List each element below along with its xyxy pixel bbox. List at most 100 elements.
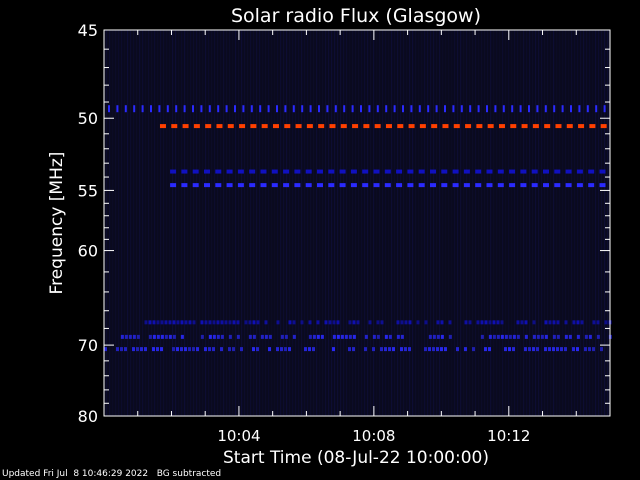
activity-patch xyxy=(544,334,548,339)
time-stripe xyxy=(499,30,501,416)
activity-patch xyxy=(548,320,552,325)
activity-patch xyxy=(432,334,436,339)
activity-patch xyxy=(352,334,356,339)
band-dash xyxy=(181,183,188,188)
activity-patch xyxy=(172,334,176,339)
time-stripe xyxy=(379,30,381,416)
activity-patch xyxy=(168,320,172,325)
activity-patch xyxy=(388,334,392,339)
time-stripe xyxy=(151,30,153,416)
time-stripe xyxy=(490,30,492,416)
time-stripe xyxy=(133,30,135,416)
activity-patch xyxy=(564,334,568,339)
time-stripe xyxy=(385,30,387,416)
time-stripe xyxy=(187,30,189,416)
time-stripe xyxy=(424,30,426,416)
activity-patch xyxy=(208,347,211,352)
band-dash xyxy=(497,169,504,174)
band-tick xyxy=(250,105,253,113)
activity-patch xyxy=(576,334,580,339)
band-tick xyxy=(284,105,287,113)
x-tick-label: 10:12 xyxy=(487,427,530,445)
band-dash xyxy=(497,183,504,188)
activity-patch xyxy=(572,320,576,325)
time-stripe xyxy=(130,30,132,416)
band-tick xyxy=(334,105,337,113)
activity-patch xyxy=(184,320,188,325)
time-stripe xyxy=(418,30,420,416)
band-dash xyxy=(565,169,572,174)
activity-patch xyxy=(352,320,356,325)
activity-patch xyxy=(244,320,248,325)
activity-patch xyxy=(212,347,215,352)
time-stripe xyxy=(592,30,594,416)
time-stripe xyxy=(169,30,171,416)
activity-patch xyxy=(120,347,123,352)
activity-patch xyxy=(392,347,395,352)
activity-patch xyxy=(436,334,440,339)
activity-patch xyxy=(400,334,404,339)
band-dash xyxy=(316,183,323,188)
time-stripe xyxy=(280,30,282,416)
band-dash xyxy=(542,183,549,188)
band-dash xyxy=(271,169,278,174)
band-tick xyxy=(469,105,472,113)
activity-patch xyxy=(220,320,224,325)
band-tick xyxy=(133,105,136,113)
band-dash xyxy=(215,183,222,188)
time-stripe xyxy=(526,30,528,416)
band-tick xyxy=(528,105,530,113)
time-stripe xyxy=(367,30,369,416)
band-dash xyxy=(408,124,415,129)
time-stripe xyxy=(571,30,573,416)
activity-patch xyxy=(312,347,315,352)
activity-patch xyxy=(180,320,184,325)
activity-patch xyxy=(512,347,515,352)
activity-patch xyxy=(396,320,400,325)
band-dash xyxy=(431,124,438,129)
band-dash xyxy=(284,124,291,129)
activity-patch xyxy=(288,347,291,352)
activity-patch xyxy=(396,334,400,339)
time-stripe xyxy=(214,30,216,416)
band-tick xyxy=(116,105,119,113)
activity-patch xyxy=(168,334,172,339)
time-stripe xyxy=(565,30,567,416)
activity-patch xyxy=(276,320,280,325)
time-stripe xyxy=(445,30,447,416)
activity-patch xyxy=(408,320,412,325)
time-stripe xyxy=(337,30,339,416)
plot-area xyxy=(104,30,610,416)
band-dash xyxy=(565,183,572,188)
band-dash xyxy=(465,124,472,129)
y-tick-label: 55 xyxy=(78,181,98,200)
time-stripe xyxy=(178,30,180,416)
activity-patch xyxy=(512,334,516,339)
activity-patch xyxy=(276,347,279,352)
x-tick-label: 10:08 xyxy=(352,427,395,445)
band-tick xyxy=(586,105,589,113)
activity-patch xyxy=(336,334,340,339)
footer: Updated Fri Jul 8 10:46:29 2022 BG subtr… xyxy=(2,469,221,479)
time-stripe xyxy=(577,30,579,416)
activity-patch xyxy=(292,320,296,325)
activity-patch xyxy=(604,320,608,325)
band-tick xyxy=(309,105,312,113)
band-dash xyxy=(531,183,538,188)
activity-patch xyxy=(228,334,232,339)
band-dash xyxy=(429,169,436,174)
band-dash xyxy=(418,169,425,174)
band-dash xyxy=(271,183,278,188)
activity-patch xyxy=(380,347,383,352)
band-dash xyxy=(237,183,244,188)
activity-patch xyxy=(560,347,563,352)
activity-patch xyxy=(596,334,600,339)
activity-patch xyxy=(376,334,380,339)
band-dash xyxy=(159,124,166,129)
activity-patch xyxy=(136,334,140,339)
band-tick xyxy=(477,105,480,113)
activity-patch xyxy=(448,334,452,339)
band-dash xyxy=(237,169,244,174)
time-stripe xyxy=(148,30,150,416)
band-dash xyxy=(396,169,403,174)
